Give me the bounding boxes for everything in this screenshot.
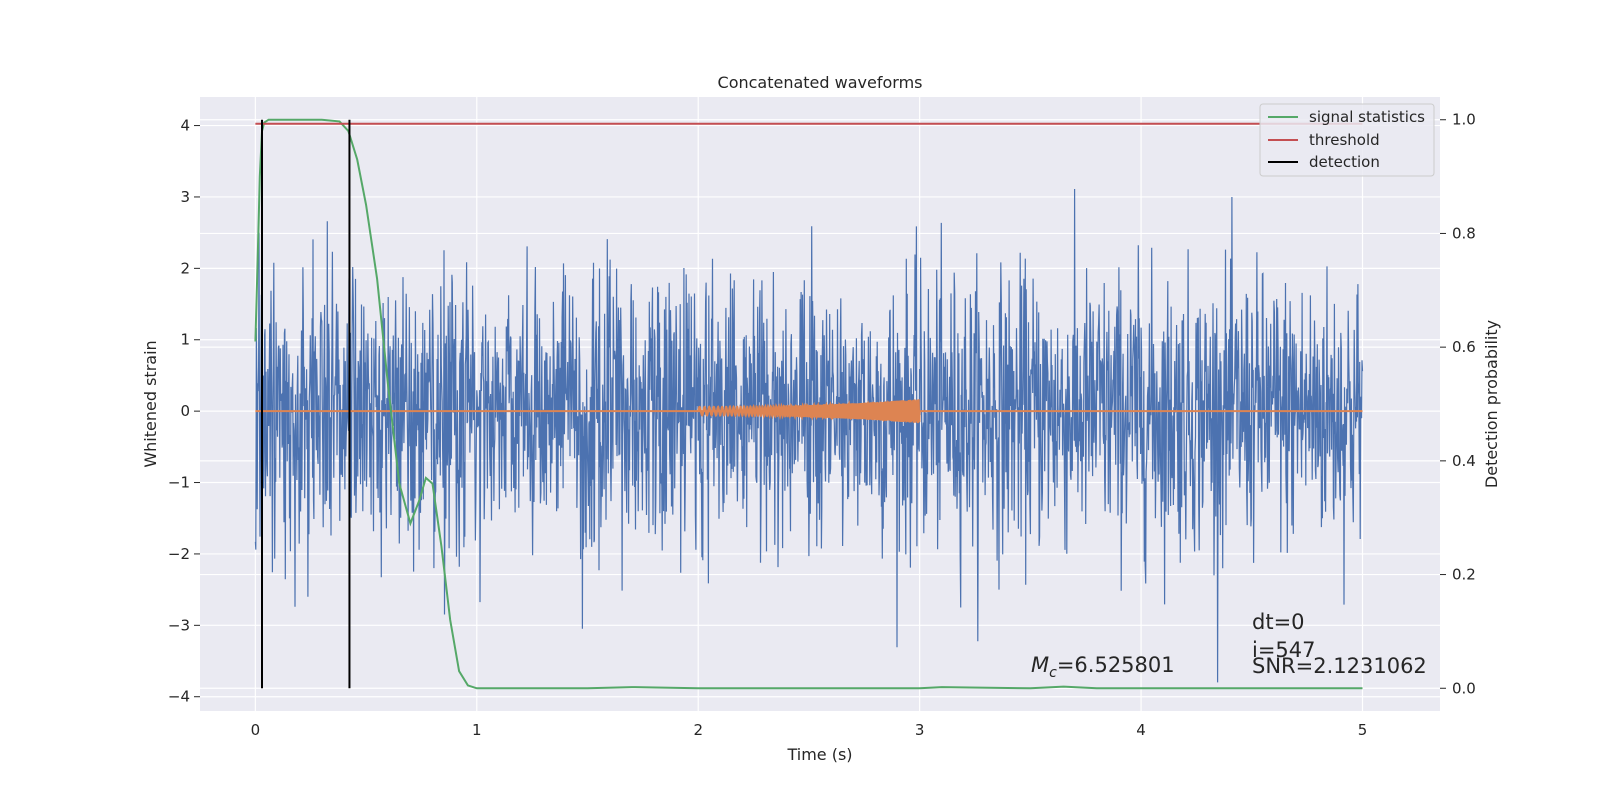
x-tick-label: 2 (693, 721, 703, 739)
y-right-tick-label: 0.0 (1452, 679, 1476, 697)
y-left-tick-labels: −4 −3 −2 −1 0 1 2 3 4 (168, 117, 190, 706)
chart-title: Concatenated waveforms (718, 73, 923, 92)
y-right-tick-label: 0.8 (1452, 224, 1476, 242)
y-left-tick-label: 1 (180, 331, 190, 349)
y-left-tick-label: 3 (180, 188, 190, 206)
y-right-tick-label: 1.0 (1452, 111, 1476, 129)
y-right-tick-label: 0.2 (1452, 566, 1476, 584)
i-annotation: i=547 (1252, 638, 1316, 662)
dt-annotation: dt=0 (1252, 610, 1305, 634)
plot-area (254, 118, 1364, 690)
y-left-tick-label: −1 (168, 474, 190, 492)
y-left-tick-label: −2 (168, 545, 190, 563)
mc-subscript: c (1049, 665, 1057, 681)
y-left-tick-label: 0 (180, 402, 190, 420)
y-left-axis-label: Whitened strain (141, 340, 160, 467)
mc-symbol: M (1031, 653, 1049, 677)
snr-annotation: SNR=2.1231062 (1252, 654, 1427, 678)
legend-label-detection: detection (1309, 153, 1380, 171)
legend: signal statistics threshold detection (1259, 103, 1435, 177)
y-left-tick-label: −4 (168, 688, 190, 706)
x-tick-labels: 0 1 2 3 4 5 (251, 721, 1368, 739)
y-right-tick-labels: 0.0 0.2 0.4 0.6 0.8 1.0 (1452, 111, 1476, 698)
y-right-tick-label: 0.6 (1452, 338, 1476, 356)
mc-annotation: Mc=6.525801 (1031, 653, 1175, 681)
y-left-tick-label: 4 (180, 117, 190, 135)
waveform-series (697, 399, 921, 424)
legend-box (1259, 103, 1435, 177)
y-right-tick-label: 0.4 (1452, 452, 1476, 470)
y-left-tick-label: −3 (168, 616, 190, 634)
y-right-axis-label: Detection probability (1482, 320, 1501, 488)
strain-series (254, 188, 1364, 683)
y-left-tick-label: 2 (180, 259, 190, 277)
x-axis-label: Time (s) (786, 745, 852, 764)
x-tick-label: 0 (251, 721, 261, 739)
x-tick-label: 5 (1358, 721, 1368, 739)
signal-statistics-series (254, 118, 1363, 690)
x-tick-label: 3 (915, 721, 925, 739)
legend-label-signal-statistics: signal statistics (1309, 108, 1425, 126)
mc-value: =6.525801 (1057, 653, 1175, 677)
x-tick-label: 4 (1136, 721, 1146, 739)
annotations: Mc=6.525801 dt=0 i=547 SNR=2.1231062 (1031, 610, 1427, 681)
legend-label-threshold: threshold (1309, 131, 1380, 149)
x-tick-label: 1 (472, 721, 482, 739)
